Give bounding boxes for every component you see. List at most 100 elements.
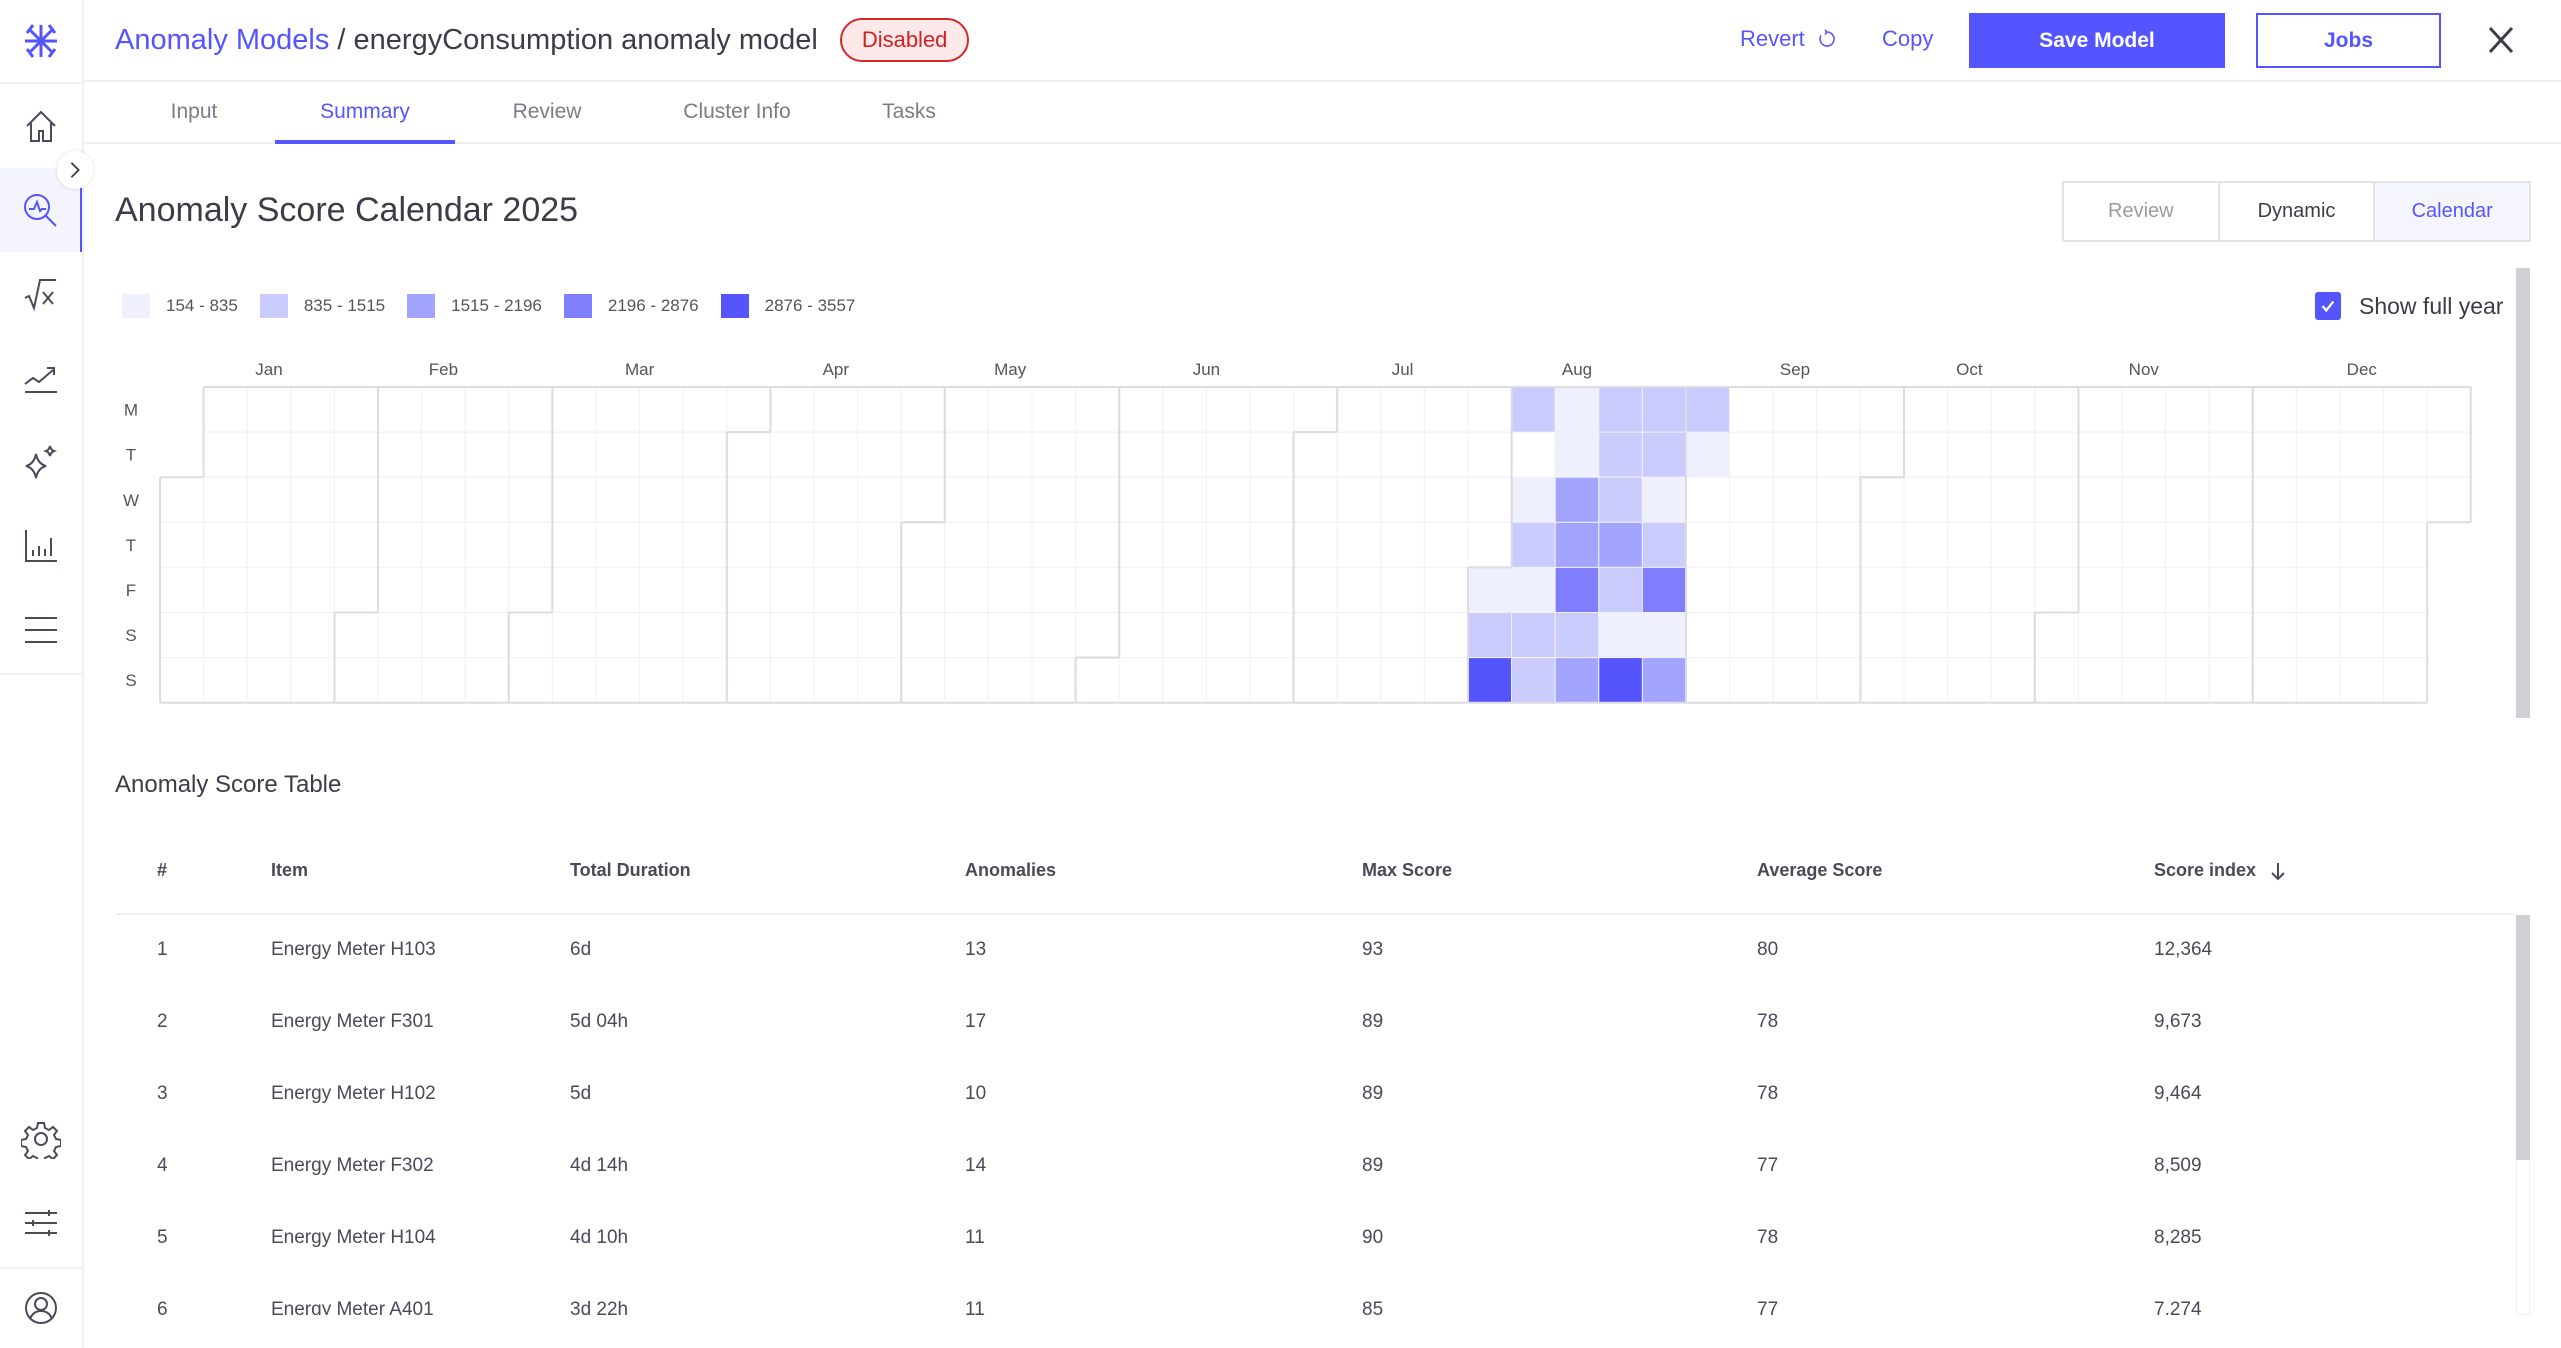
- calendar-day-cell: [726, 657, 771, 704]
- table-row[interactable]: 4 Energy Meter F302 4d 14h 14 89 77 8,509: [115, 1131, 2505, 1203]
- calendar-day-cell: [159, 521, 205, 568]
- view-review-button[interactable]: Review: [2064, 183, 2220, 240]
- calendar-day-cell: [2252, 476, 2297, 523]
- view-dynamic-button[interactable]: Dynamic: [2220, 183, 2376, 240]
- calendar-day-cell: [682, 566, 728, 613]
- table-cell: Energy Meter H103: [271, 939, 436, 960]
- calendar-day-cell: [159, 476, 205, 523]
- calendar-day-cell: [508, 431, 553, 478]
- sidebar-item-ai[interactable]: [0, 420, 82, 504]
- sidebar-item-menu[interactable]: [0, 588, 82, 672]
- calendar-day-cell: [1380, 431, 1425, 478]
- weekday-label: M: [124, 401, 138, 420]
- calendar-day-cell: [1467, 476, 1513, 523]
- calendar-day-cell: [333, 476, 379, 523]
- view-calendar-button[interactable]: Calendar: [2375, 183, 2530, 240]
- table-cell: 12,364: [2154, 939, 2213, 960]
- tab-summary[interactable]: Summary: [275, 100, 455, 144]
- calendar-day-cell: [944, 431, 989, 478]
- calendar-day-cell: [377, 386, 423, 433]
- calendar-day-cell: [2034, 566, 2079, 613]
- col-header-anomalies[interactable]: Anomalies: [965, 860, 1057, 880]
- sidebar-item-settings[interactable]: [0, 1097, 82, 1181]
- tab-review[interactable]: Review: [512, 100, 582, 123]
- jobs-button[interactable]: Jobs: [2256, 13, 2441, 68]
- table-row[interactable]: 3 Energy Meter H102 5d 10 89 78 9,464: [115, 1059, 2505, 1131]
- table-scrollbar-thumb[interactable]: [2516, 915, 2530, 1160]
- calendar-day-cell: [551, 476, 597, 523]
- revert-button[interactable]: Revert: [1740, 26, 1837, 52]
- sidebar-item-home[interactable]: [0, 84, 82, 168]
- sidebar-item-trends[interactable]: [0, 336, 82, 420]
- col-header-total-duration[interactable]: Total Duration: [570, 860, 691, 880]
- col-header-score-index[interactable]: Score index: [2154, 860, 2286, 881]
- show-full-year-checkbox[interactable]: Show full year: [2315, 292, 2503, 320]
- calendar-day-cell: [1336, 657, 1382, 704]
- calendar-day-cell: [203, 612, 248, 659]
- month-label: Apr: [823, 360, 850, 379]
- calendar-day-cell: [464, 431, 510, 478]
- table-row[interactable]: 5 Energy Meter H104 4d 10h 11 90 78 8,285: [115, 1203, 2505, 1275]
- calendar-day-cell: [1075, 476, 1120, 523]
- calendar-day-cell: [944, 612, 989, 659]
- col-header-average-score[interactable]: Average Score: [1757, 860, 1883, 880]
- breadcrumb-anomaly-models[interactable]: Anomaly Models: [115, 23, 330, 56]
- calendar-day-cell: [857, 612, 902, 659]
- col-header-item[interactable]: Item: [271, 860, 309, 880]
- calendar-day-cell: [2383, 386, 2428, 433]
- calendar-day-cell: [290, 386, 335, 433]
- save-model-button[interactable]: Save Model: [1969, 13, 2225, 68]
- calendar-day-cell: [857, 566, 902, 613]
- col-header-max-score[interactable]: Max Score: [1362, 860, 1453, 880]
- table-row[interactable]: 2 Energy Meter F301 5d 04h 17 89 78 9,673: [115, 987, 2505, 1059]
- tab-input[interactable]: Input: [170, 100, 218, 123]
- tab-tasks[interactable]: Tasks: [882, 100, 936, 123]
- calendar-day-cell: [290, 566, 335, 613]
- copy-button[interactable]: Copy: [1882, 26, 1934, 51]
- heatmap-cell-2025-08-21: [1598, 521, 1643, 568]
- calendar-day-cell: [246, 612, 292, 659]
- sidebar-item-preferences[interactable]: [0, 1181, 82, 1265]
- expand-sidebar-button[interactable]: [57, 151, 93, 189]
- month-label: Mar: [625, 360, 655, 379]
- table-row[interactable]: 1 Energy Meter H103 6d 13 93 80 12,364: [115, 915, 2505, 987]
- calendar-day-cell: [1031, 566, 1077, 613]
- col-header-index[interactable]: #: [157, 860, 168, 880]
- table-cell: Energy Meter H102: [271, 1083, 436, 1104]
- calendar-day-cell: [2339, 521, 2385, 568]
- sidebar-item-profile[interactable]: [0, 1268, 82, 1348]
- tab-bar: Input Summary Review Cluster Info Tasks: [84, 82, 2561, 144]
- close-button[interactable]: [2485, 22, 2517, 58]
- calendar-day-cell: [246, 657, 292, 704]
- calendar-day-cell: [857, 521, 902, 568]
- weekday-label: S: [125, 671, 136, 690]
- calendar-day-cell: [769, 521, 815, 568]
- calendar-day-cell: [813, 431, 859, 478]
- table-cell: 77: [1757, 1299, 1779, 1315]
- calendar-day-cell: [1947, 657, 1992, 704]
- calendar-scrollbar[interactable]: [2516, 268, 2530, 718]
- sidebar-item-anomaly[interactable]: [0, 168, 82, 252]
- table-cell: 4: [157, 1155, 168, 1176]
- calendar-day-cell: [1293, 476, 1338, 523]
- calendar-day-cell: [1031, 521, 1077, 568]
- heatmap-cell-2025-08-14: [1554, 521, 1600, 568]
- sidebar-item-reports[interactable]: [0, 504, 82, 588]
- sidebar-item-formula[interactable]: [0, 252, 82, 336]
- calendar-day-cell: [595, 386, 641, 433]
- table-cell: 5d 04h: [570, 1011, 629, 1032]
- heatmap-cell-2025-08-03: [1467, 657, 1513, 704]
- calendar-day-cell: [1118, 521, 1164, 568]
- table-row[interactable]: 6 Energy Meter A401 3d 22h 11 85 77 7,274: [115, 1275, 2505, 1315]
- calendar-day-cell: [1205, 521, 1251, 568]
- calendar-day-cell: [1249, 612, 1295, 659]
- calendar-day-cell: [769, 566, 815, 613]
- calendar-day-cell: [1816, 521, 1861, 568]
- tab-cluster-info[interactable]: Cluster Info: [683, 100, 791, 123]
- trend-icon: [24, 367, 57, 393]
- calendar-day-cell: [1947, 566, 1992, 613]
- calendar-day-cell: [1075, 386, 1120, 433]
- calendar-day-cell: [2121, 612, 2167, 659]
- calendar-day-cell: [2208, 476, 2254, 523]
- app-logo[interactable]: [0, 0, 82, 82]
